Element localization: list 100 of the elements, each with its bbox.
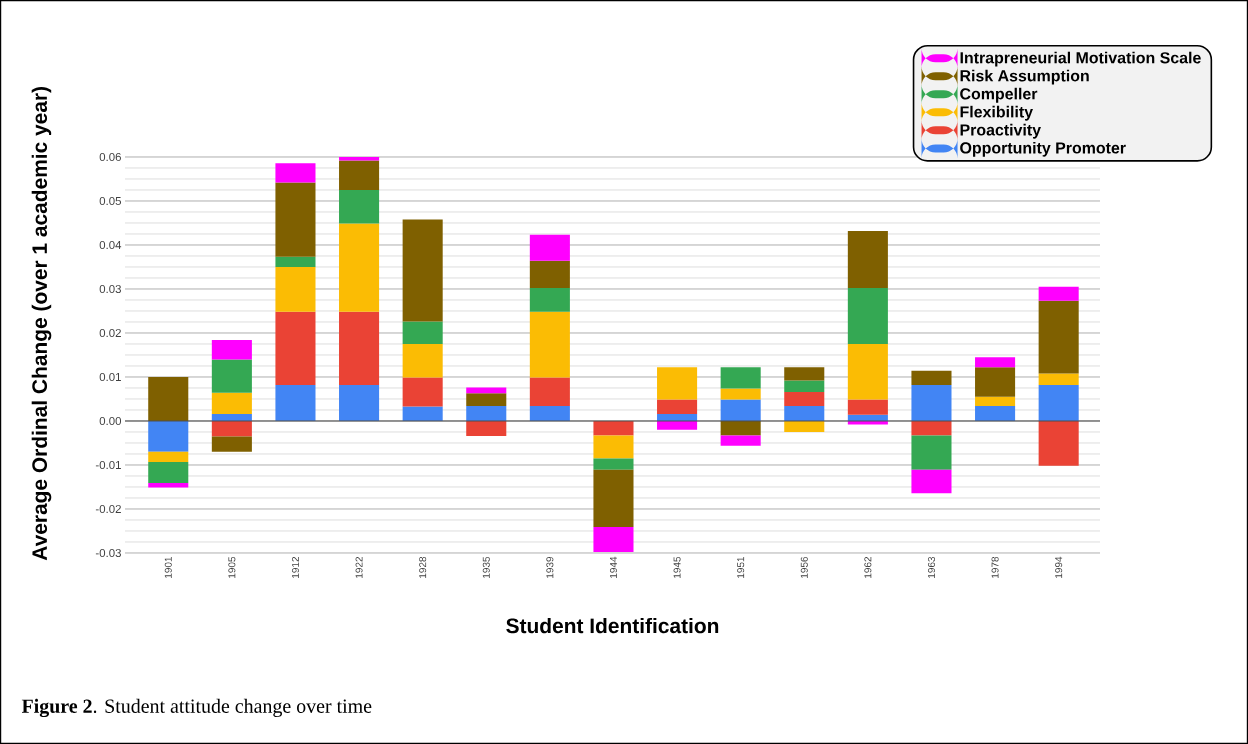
bar [339,156,380,161]
y-tick-label: 0.01 [99,372,121,382]
x-tick-label: 1912 [291,557,299,578]
bar [784,391,825,407]
bar [784,420,825,432]
bar [275,311,316,385]
bar [975,396,1016,407]
bar [1038,373,1079,385]
x-tick-label: 1956 [800,556,808,578]
bar [402,377,443,407]
bar [529,377,570,407]
x-tick-label: 1939 [546,556,554,578]
bar [529,311,570,378]
y-tick-label: 0.02 [99,328,121,338]
bar [847,343,888,400]
bar [784,367,825,381]
bar [720,435,761,446]
bar [593,420,634,436]
bar [1038,300,1079,374]
bar [211,359,252,393]
x-tick-label: 1994 [1055,556,1063,578]
y-tick-label: 0.00 [99,416,122,426]
bar [211,340,252,360]
bar [402,321,443,344]
bar [720,388,761,400]
bar [148,451,189,462]
bar [657,420,698,430]
x-tick-label: 1945 [673,556,681,578]
legend-label: Risk Assumption [960,69,1089,85]
bar [211,436,252,452]
x-tick-label: 1978 [991,556,999,578]
bar [275,182,316,257]
bar [466,393,507,407]
x-tick-label: 1935 [482,556,490,578]
bar [148,461,189,484]
bar [339,189,380,224]
bar [784,380,825,392]
legend-label: Compeller [960,87,1038,103]
x-tick-label: 1905 [228,556,236,578]
x-axis-title: Student Identification [506,617,719,634]
x-tick-label: 1951 [737,556,745,578]
y-tick-label: 0.04 [99,240,122,250]
bar [975,406,1016,421]
bar [211,420,252,437]
bar [593,458,634,470]
bar [911,435,952,470]
bar [275,163,316,183]
y-tick-label: -0.01 [95,460,121,470]
bar [466,406,507,421]
legend-label: Intrapreneurial Motivation Scale [960,51,1201,67]
bar [720,367,761,389]
y-tick-label: -0.03 [95,548,121,558]
bar [275,266,316,312]
bar [911,420,952,436]
bar [466,420,507,436]
bar [339,160,380,190]
bar [593,469,634,528]
bar [911,370,952,385]
y-axis-title: Average Ordinal Change (over 1 academic year) [31,87,52,561]
x-tick-label: 1901 [164,556,172,578]
bar [339,384,380,421]
bar [402,406,443,421]
y-tick-label: 0.06 [99,152,121,162]
bar [720,399,761,421]
y-tick-label: -0.02 [95,504,121,514]
bar [593,435,634,459]
bar [1038,420,1079,466]
bar [784,406,825,421]
bar [529,406,570,421]
bar [975,367,1016,397]
bar [339,311,380,385]
bar [339,223,380,312]
x-tick-label: 1962 [864,557,872,578]
x-tick-label: 1922 [355,557,363,578]
bar [402,219,443,322]
bar [593,527,634,553]
legend-label: Proactivity [960,123,1041,139]
bar [1038,384,1079,421]
bar [911,384,952,421]
legend-label: Opportunity Promoter [960,141,1126,157]
bar [657,367,698,400]
bar [148,420,189,452]
bar [529,288,570,312]
x-tick-label: 1944 [609,556,617,578]
text: Figure 2. Student attitude change over time [21,698,372,718]
bar [911,469,952,494]
y-tick-label: 0.05 [99,196,122,206]
legend-label: Flexibility [960,105,1033,121]
bar [275,384,316,421]
x-tick-label: 1963 [927,556,935,578]
bar [148,376,189,421]
bar [529,260,570,289]
x-tick-label: 1928 [419,556,427,578]
bar [975,357,1016,368]
bar [720,420,761,436]
bar [1038,286,1079,301]
bar [847,230,888,289]
bar [657,399,698,414]
bar [847,399,888,415]
bar [529,234,570,261]
